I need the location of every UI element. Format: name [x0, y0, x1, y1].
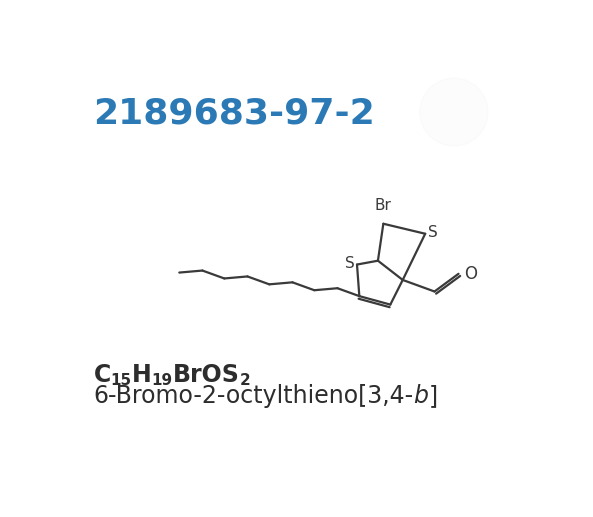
Text: 15: 15 [111, 373, 132, 388]
Text: S: S [345, 255, 355, 270]
Text: 19: 19 [152, 373, 173, 388]
Text: O: O [464, 265, 477, 283]
Circle shape [420, 78, 488, 146]
Text: H: H [132, 362, 152, 387]
Text: 2189683-97-2: 2189683-97-2 [94, 97, 375, 131]
Text: Br: Br [374, 198, 391, 213]
Text: C: C [94, 362, 111, 387]
Text: S: S [428, 225, 438, 240]
Text: ]: ] [429, 384, 438, 408]
Text: BrOS: BrOS [173, 362, 240, 387]
Text: 6-Bromo-2-octylthieno[3,4-: 6-Bromo-2-octylthieno[3,4- [94, 384, 414, 408]
Text: 2: 2 [240, 373, 250, 388]
Text: b: b [414, 384, 429, 408]
